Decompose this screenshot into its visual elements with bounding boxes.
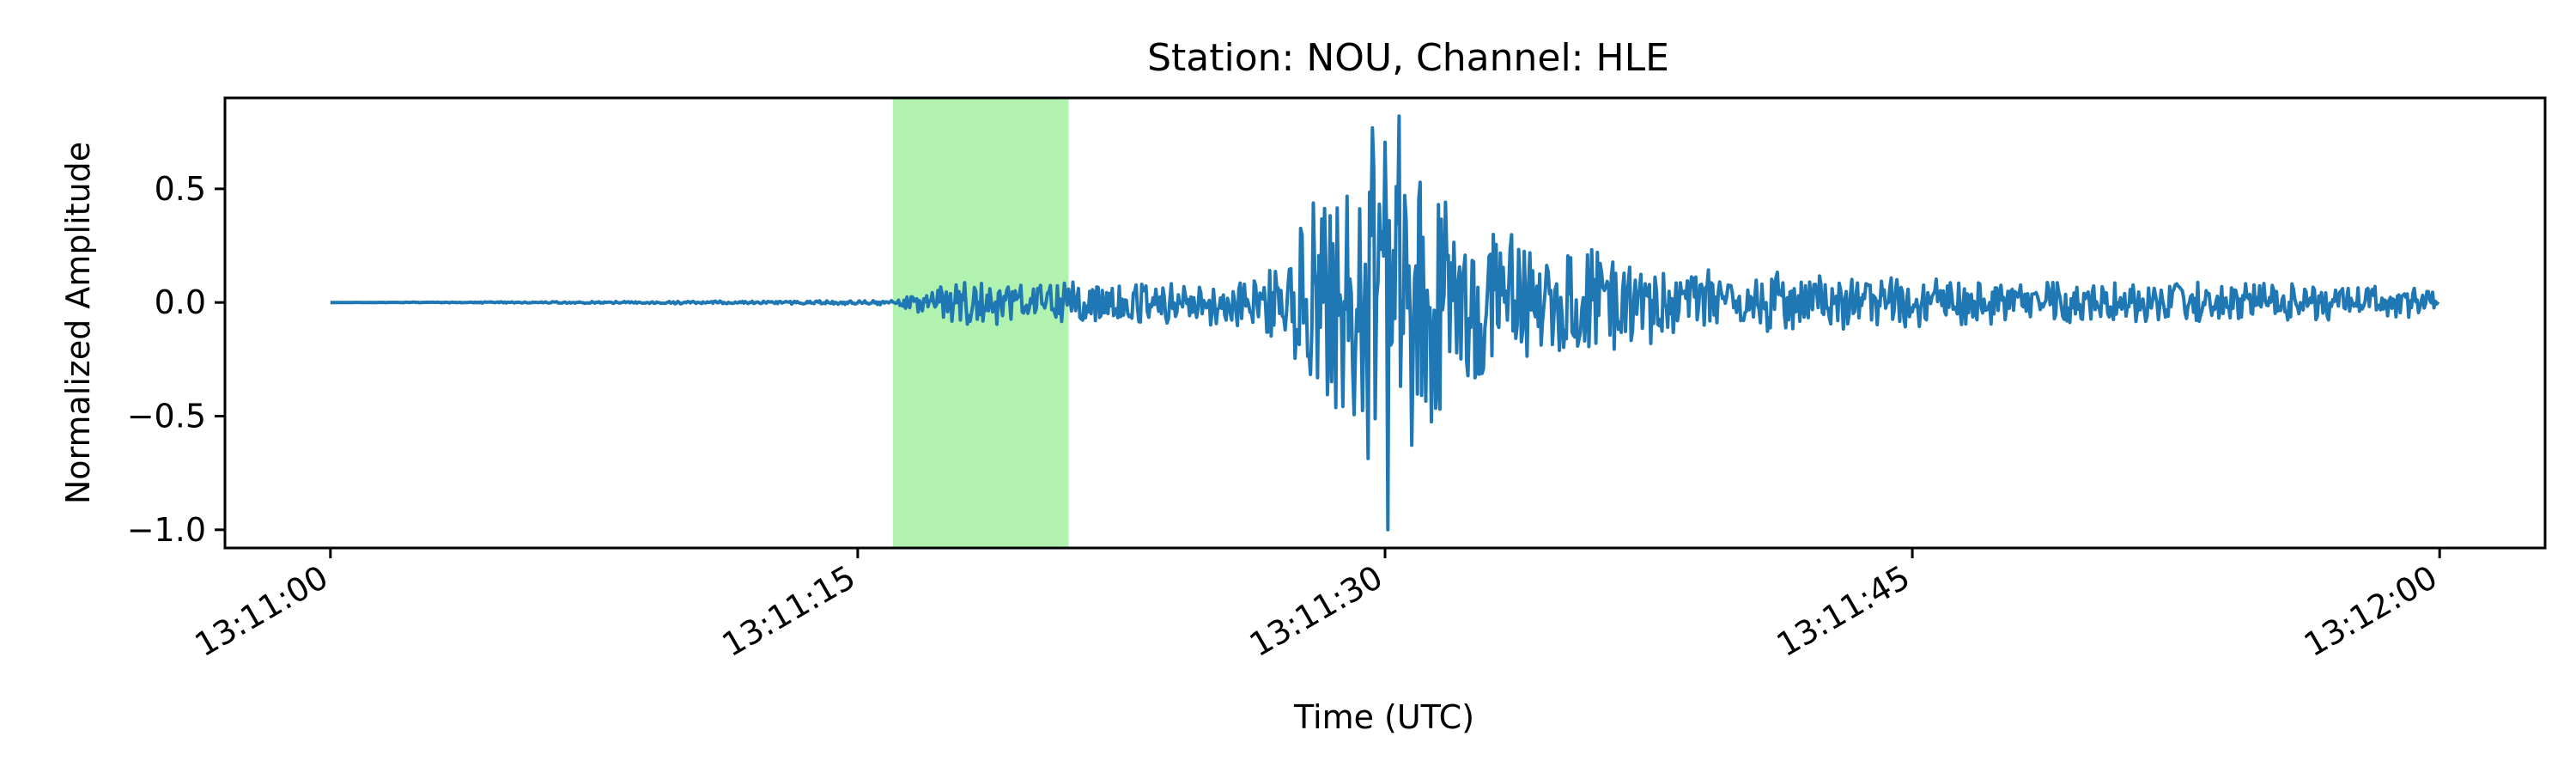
x-axis: 13:11:00 13:11:15 13:11:30 13:11:45 13:12:00 [189, 548, 2444, 664]
y-tick-label: −0.5 [127, 398, 206, 435]
x-tick-label: 13:11:45 [1771, 558, 1917, 664]
x-tick-label: 13:11:30 [1243, 558, 1389, 664]
y-tick-label: 0.5 [155, 170, 206, 208]
x-tick-label: 13:11:00 [189, 558, 335, 664]
highlight-window [892, 98, 1069, 548]
y-axis: 0.5 0.0 −0.5 −1.0 [127, 170, 225, 549]
chart-title: Station: NOU, Channel: HLE [1147, 36, 1669, 80]
plot-area [330, 98, 2440, 548]
x-tick-label: 13:11:15 [716, 558, 862, 664]
y-tick-label: −1.0 [127, 511, 206, 549]
y-tick-label: 0.0 [155, 283, 206, 321]
x-axis-label: Time (UTC) [1293, 698, 1474, 736]
x-tick-label: 13:12:00 [2298, 558, 2444, 664]
waveform-trace [330, 114, 2440, 532]
y-axis-label: Normalized Amplitude [59, 142, 97, 504]
